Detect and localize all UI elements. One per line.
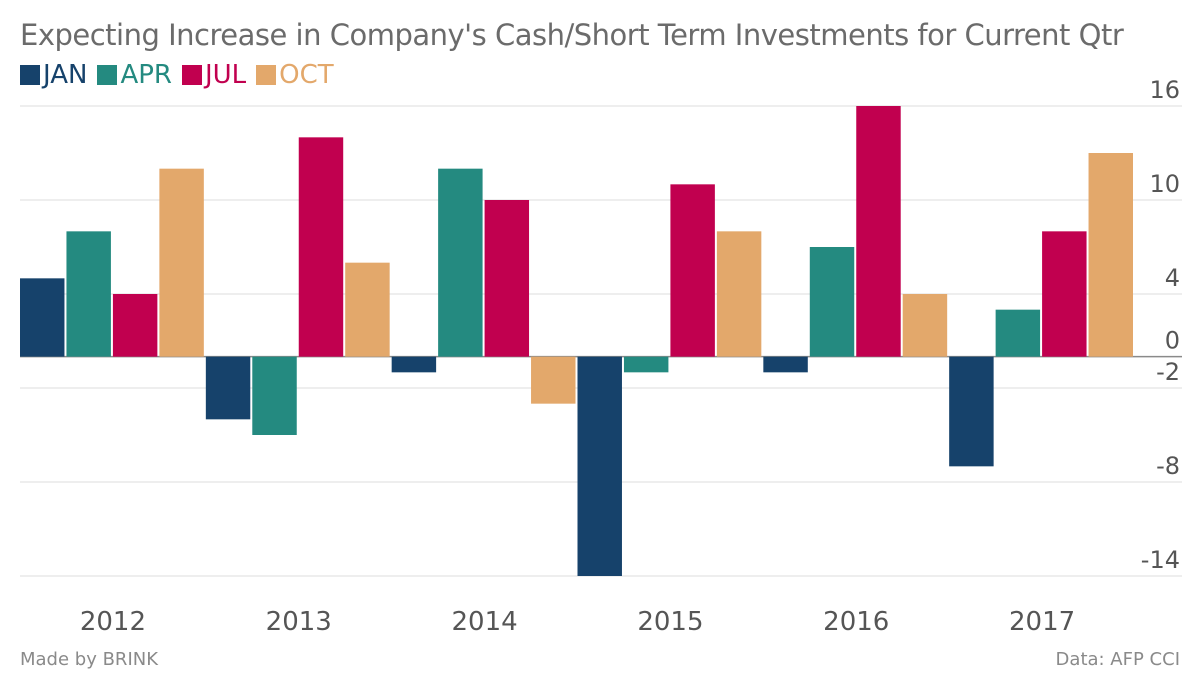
legend-label-apr: APR: [120, 60, 172, 90]
bar-jul-2012: [112, 294, 158, 357]
x-tick-label: 2012: [80, 607, 146, 637]
legend-item-jan: JAN: [20, 60, 87, 90]
y-tick-label: 10: [1149, 170, 1180, 198]
legend-label-jul: JUL: [204, 60, 247, 90]
x-tick-label: 2013: [266, 607, 332, 637]
bar-apr-2012: [66, 231, 111, 357]
legend-label-oct: OCT: [279, 60, 334, 90]
bar-jul-2015: [670, 184, 715, 357]
bar-jan-2017: [949, 356, 994, 467]
bar-oct-2014: [531, 356, 576, 404]
bar-jan-2012: [20, 278, 65, 357]
y-tick-label: 4: [1165, 264, 1180, 292]
bar-jul-2013: [298, 137, 344, 357]
footer-credit: Made by BRINK: [20, 649, 159, 670]
x-tick-label: 2017: [1009, 607, 1075, 637]
bar-jul-2014: [484, 200, 530, 357]
footer-source: Data: AFP CCI: [1055, 649, 1180, 670]
x-tick-label: 2015: [637, 607, 703, 637]
bar-jan-2015: [577, 356, 622, 576]
y-tick-label: 0: [1165, 327, 1180, 355]
bar-jan-2013: [205, 356, 251, 420]
bar-apr-2015: [623, 356, 669, 373]
bar-apr-2013: [252, 356, 297, 435]
bar-jan-2014: [391, 356, 437, 373]
y-tick-label: -14: [1141, 546, 1180, 574]
bar-apr-2017: [995, 309, 1041, 357]
bar-apr-2014: [438, 168, 483, 357]
bar-oct-2013: [345, 262, 390, 357]
bar-jan-2016: [763, 356, 808, 373]
bar-oct-2015: [716, 231, 762, 357]
legend-label-jan: JAN: [43, 60, 88, 90]
bar-apr-2016: [809, 247, 855, 357]
legend-item-oct: OCT: [256, 60, 334, 90]
bar-oct-2016: [902, 294, 948, 357]
chart-title: Expecting Increase in Company's Cash/Sho…: [20, 18, 1124, 52]
legend-item-apr: APR: [97, 60, 172, 90]
y-tick-label: -8: [1156, 452, 1180, 480]
bar-jul-2016: [856, 106, 901, 357]
chart-legend: JAN APR JUL OCT: [20, 60, 334, 90]
x-tick-label: 2016: [823, 607, 889, 637]
x-tick-label: 2014: [451, 607, 517, 637]
bar-jul-2017: [1042, 231, 1087, 357]
bar-oct-2012: [159, 168, 204, 357]
legend-swatch-jul: [181, 65, 202, 85]
legend-item-jul: JUL: [181, 60, 247, 90]
legend-swatch-oct: [256, 65, 277, 85]
legend-swatch-apr: [97, 65, 118, 85]
y-tick-label: 16: [1149, 76, 1180, 104]
y-tick-label: -2: [1156, 358, 1180, 386]
bar-oct-2017: [1088, 153, 1133, 357]
legend-swatch-jan: [20, 65, 40, 85]
